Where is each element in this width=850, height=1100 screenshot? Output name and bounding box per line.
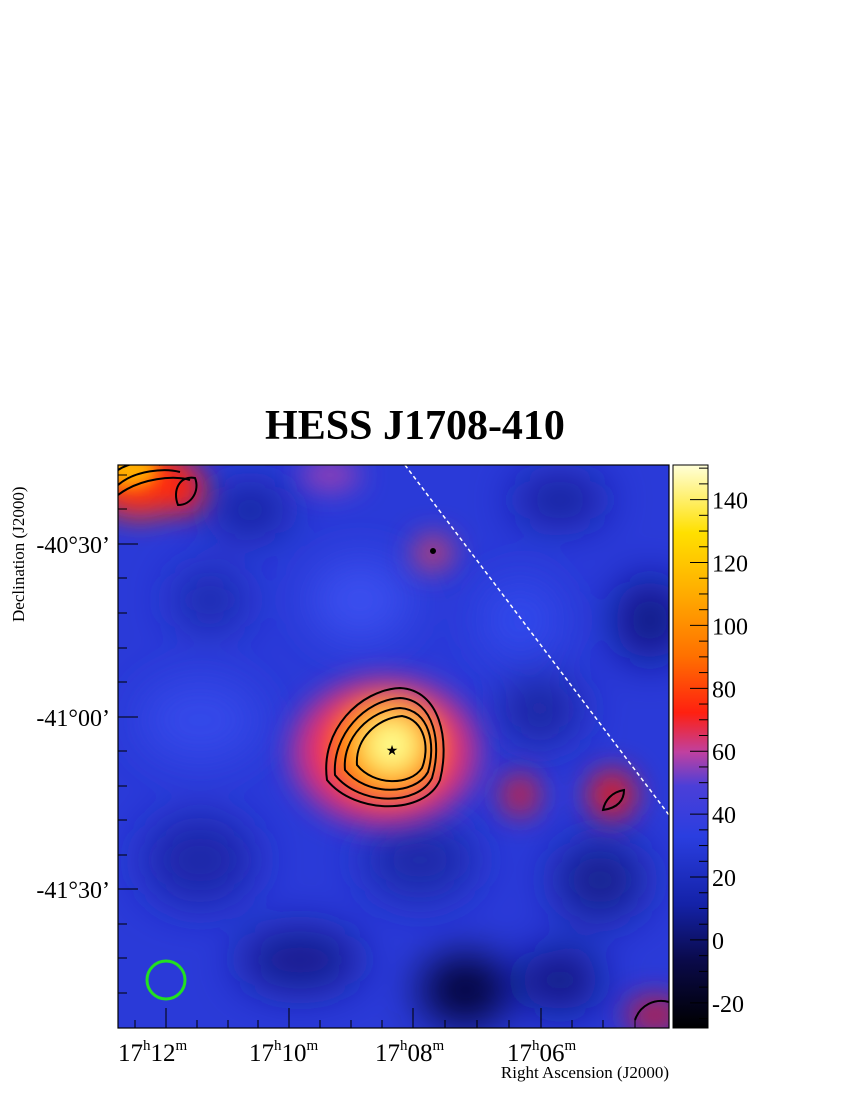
x-axis-label: Right Ascension (J2000) <box>501 1063 669 1082</box>
colorbar <box>673 465 708 1028</box>
colorbar-tick-label-3: 80 <box>712 677 736 703</box>
colorbar-tick-label-8: -20 <box>712 992 744 1018</box>
colorbar-tick-label-1: 120 <box>712 552 748 578</box>
axis-ticks <box>118 474 636 1028</box>
chart-title: HESS J1708-410 <box>265 403 565 449</box>
plot-frame <box>117 464 670 1029</box>
colorbar-tick-label-6: 20 <box>712 866 736 892</box>
significance-map: ★ <box>118 465 669 1028</box>
y-tick-label-2: -41°30’ <box>36 878 110 904</box>
y-tick-label-1: -41°00’ <box>36 706 110 732</box>
x-tick-label-3: 17h06m <box>507 1038 577 1067</box>
galactic-plane-line <box>404 465 669 816</box>
colorbar-tick-label-2: 100 <box>712 614 748 640</box>
y-tick-label-0: -40°30’ <box>36 533 110 559</box>
colorbar-frame <box>672 464 709 1029</box>
x-tick-label-2: 17h08m <box>375 1038 445 1067</box>
contours <box>118 465 669 1021</box>
x-tick-labels: 17h12m 17h10m 17h08m 17h06m <box>118 1038 577 1067</box>
source-star-marker: ★ <box>386 744 399 759</box>
colorbar-ticks: 140 120 100 80 60 40 20 0 -20 <box>690 467 748 1020</box>
x-tick-label-1: 17h10m <box>249 1038 319 1067</box>
colorbar-tick-label-7: 0 <box>712 929 724 955</box>
colorbar-tick-label-4: 60 <box>712 740 736 766</box>
y-axis-label: Declination (J2000) <box>9 487 28 623</box>
colorbar-tick-label-5: 40 <box>712 803 736 829</box>
x-tick-label-0: 17h12m <box>118 1038 188 1067</box>
psf-circle <box>145 959 187 1001</box>
colorbar-tick-label-0: 140 <box>712 489 748 515</box>
source-emission <box>290 677 480 827</box>
